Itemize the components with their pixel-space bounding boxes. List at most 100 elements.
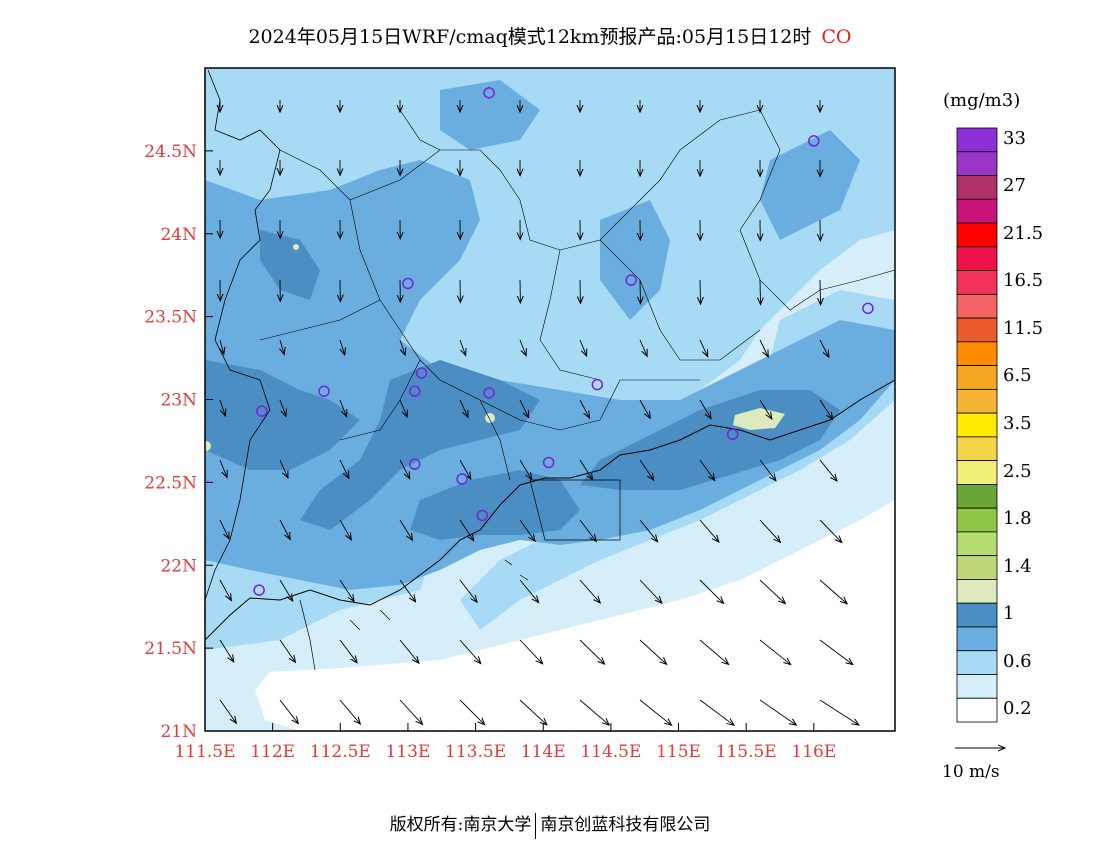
lon-tick-label: 112E [250,742,295,762]
legend-swatch [956,222,998,248]
legend-swatch [956,246,998,271]
legend-level-label: 33 [1003,127,1026,149]
wind-vector [519,339,526,356]
wind-vector [519,399,529,418]
legend-swatch [956,127,998,153]
lat-tick-label: 23.5N [144,308,197,328]
legend-unit: (mg/m3) [943,90,1021,111]
wind-vector [219,579,231,601]
wind-vector [459,699,485,725]
wind-vector [639,339,647,356]
station-marker [808,135,820,147]
legend-swatch [956,483,998,509]
title-text: 2024年05月15日WRF/cmaq模式12km预报产品:05月15日12时 [248,26,812,48]
station-marker [726,428,739,441]
legend-swatch [956,436,998,462]
wind-vector [639,459,654,480]
lon-tick-label: 113.5E [445,742,506,762]
band-0-8-north [440,80,540,150]
wind-vector [339,519,351,540]
station-marker [408,458,421,470]
station-marker [256,405,268,417]
wind-vector [579,339,587,356]
lat-tick-label: 23N [160,391,197,411]
lon-tick-label: 112.5E [310,742,371,762]
legend-swatch [956,341,998,366]
wind-vector [639,699,672,725]
legend-level-label: 16.5 [1003,270,1044,292]
legend-swatch [956,460,998,485]
station-marker [456,473,468,485]
wind-vector [759,339,768,357]
wind-vector [279,399,286,416]
wind-vector [219,519,229,539]
wind-vector [819,339,829,357]
wind-vector [219,639,234,662]
wind-vector [339,459,349,478]
wind-vector [639,579,662,603]
wind-vector [339,399,347,417]
station-marker [591,378,604,391]
legend-level-label: 1.4 [1003,555,1032,577]
legend-swatch [956,365,998,390]
wind-vector [459,519,474,541]
wind-vector [219,399,225,416]
lon-tick-label: 113E [386,742,431,762]
wind-vector [639,639,667,664]
station-marker [415,367,428,379]
wind-vector [579,699,609,725]
lat-tick-label: 22.5N [144,473,197,493]
band-1-0-central [300,360,540,530]
title-species: CO [821,26,852,48]
legend-swatch [956,412,998,438]
legend-swatch [956,555,998,580]
wind-vector [519,519,535,541]
legend-swatch [956,626,998,652]
band-1-0-nw [260,230,320,300]
wind-vector [759,639,791,665]
wind-vector [280,339,284,355]
wind-vector [819,459,837,481]
wind-vector [459,579,477,602]
station-marker [862,302,874,315]
legend-swatch [956,198,998,224]
wind-vector [279,639,295,662]
wind-vector [699,399,711,419]
wind-vector [459,339,466,355]
wind-vector [699,579,724,603]
wind-vector [399,399,407,417]
wind-vector [819,639,853,665]
legend-swatch [956,175,998,200]
legend-swatch [956,650,998,675]
wind-vector [279,459,288,478]
wind-vector [819,519,842,543]
legend-swatch [956,507,998,533]
footer-left: 版权所有:南京大学 [389,815,532,835]
wind-vector [760,279,761,304]
wind-vector [459,639,481,664]
wind-vector [639,399,650,418]
legend-swatch [956,388,998,414]
band-1-2-spot [205,441,211,451]
longitude-ticks: 111.5E 112E 112.5E 113E 113.5E 114E 114.5E 115E… [174,723,836,762]
wind-vector [699,639,729,664]
monitoring-stations [253,87,874,596]
station-marker [483,87,495,99]
wind-vector [279,579,293,601]
station-marker [476,509,489,522]
legend-swatch [956,151,998,176]
band-0-2-sea [255,500,895,731]
lon-tick-label: 114.5E [580,742,641,762]
footer-right: 南京创蓝科技有限公司 [540,815,711,835]
wind-vectors [220,100,859,725]
wind-vector [399,579,416,602]
lon-tick-label: 116E [791,742,836,762]
wind-vector [759,699,796,725]
legend-swatch [956,602,998,628]
wind-vector [339,579,354,601]
station-marker [625,274,637,286]
wind-vector [339,639,357,663]
wind-vector [399,459,410,479]
legend-level-label: 2.5 [1003,460,1032,482]
